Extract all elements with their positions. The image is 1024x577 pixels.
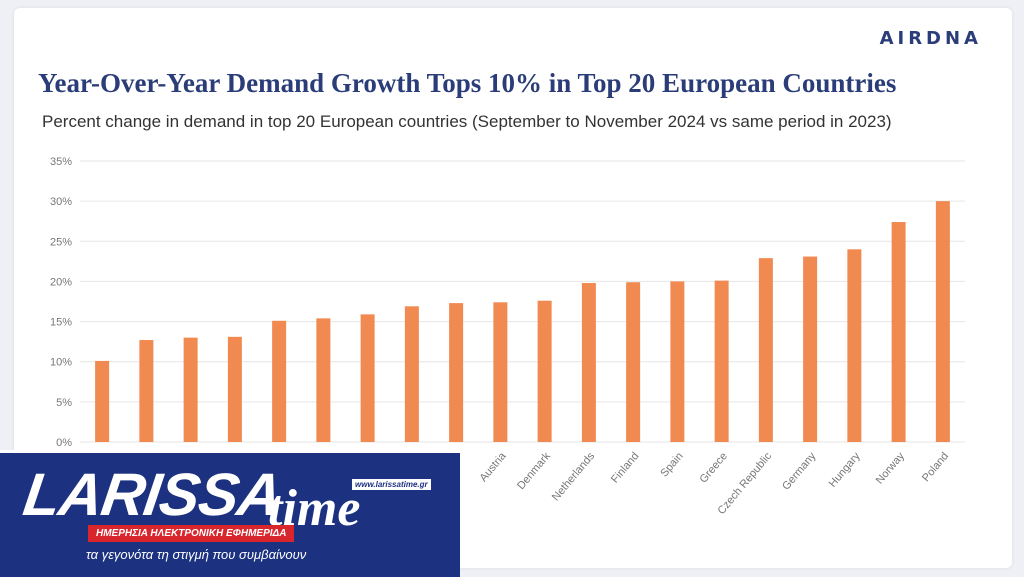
x-tick-label: Austria — [477, 450, 509, 485]
bar — [581, 283, 596, 442]
chart-title: Year-Over-Year Demand Growth Tops 10% in… — [38, 68, 897, 98]
x-tick-label: Norway — [874, 450, 907, 487]
bar — [493, 302, 508, 442]
x-tick-label: Denmark — [515, 450, 553, 492]
bars — [95, 201, 950, 442]
y-tick-label: 10% — [50, 357, 72, 369]
x-tick-label: Finland — [609, 450, 641, 485]
x-tick-label: Spain — [658, 450, 685, 479]
x-tick-label: Poland — [920, 450, 951, 484]
y-tick-label: 20% — [50, 276, 72, 288]
y-tick-label: 35% — [50, 156, 72, 168]
bar — [183, 337, 198, 442]
bar — [714, 280, 729, 442]
larissa-logo-text: LARISSA — [19, 461, 286, 528]
bar — [626, 282, 641, 442]
y-tick-label: 5% — [56, 397, 72, 409]
bar — [803, 256, 818, 442]
airdna-logo: AIRDNA — [879, 28, 982, 49]
x-tick-label: Hungary — [827, 450, 863, 490]
y-tick-label: 25% — [50, 236, 72, 248]
bar — [670, 281, 685, 442]
y-tick-label: 30% — [50, 196, 72, 208]
bar — [316, 318, 331, 442]
bar — [537, 300, 552, 442]
x-tick-label: Netherlands — [550, 450, 598, 504]
bar — [227, 336, 242, 442]
bar — [449, 303, 464, 442]
bar — [139, 340, 154, 442]
bar — [95, 360, 110, 442]
bar — [935, 201, 950, 442]
gridlines — [80, 160, 965, 443]
y-tick-label: 15% — [50, 317, 72, 329]
x-tick-label: Greece — [698, 450, 730, 485]
bar — [404, 306, 419, 442]
watermark-banner: ΗΜΕΡΗΣΙΑ ΗΛΕΚΤΡΟΝΙΚΗ ΕΦΗΜΕΡΙΔΑ — [88, 525, 295, 542]
bar — [758, 258, 773, 442]
bar — [847, 249, 862, 442]
bar — [360, 314, 375, 442]
y-tick-label: 0% — [56, 437, 72, 449]
x-tick-label: Germany — [780, 450, 819, 493]
chart-subtitle: Percent change in demand in top 20 Europ… — [42, 112, 892, 131]
watermark-tagline: τα γεγονότα τη στιγμή που συμβαίνουν — [86, 547, 307, 562]
y-axis-ticks: 0% 5% 10% 15% 20% 25% 30% 35% — [50, 156, 72, 449]
bar — [891, 222, 906, 442]
bar — [272, 320, 287, 442]
larissatime-watermark: LARISSA time www.larissatime.gr ΗΜΕΡΗΣΙΑ… — [0, 450, 460, 577]
watermark-url: www.larissatime.gr — [352, 479, 431, 490]
